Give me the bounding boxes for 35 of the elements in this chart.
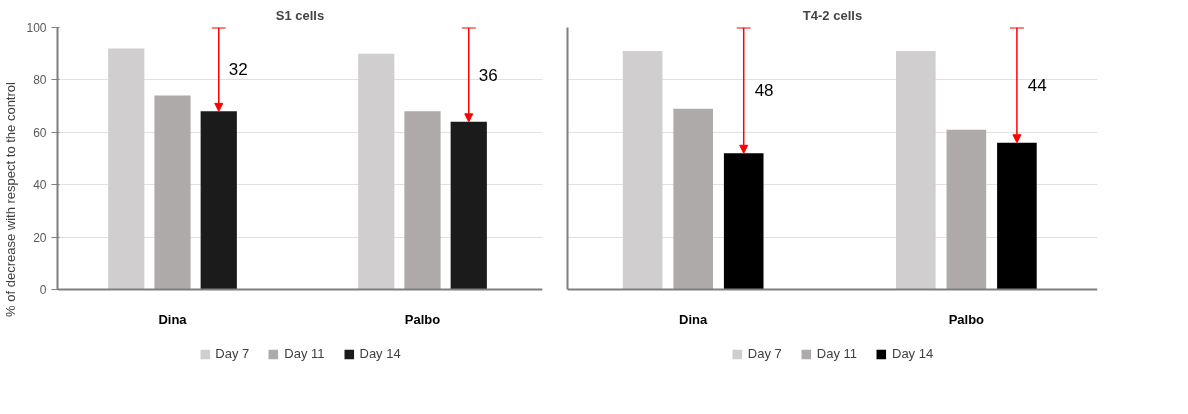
chart-title: T4-2 cells xyxy=(802,7,863,23)
y-tick-label: 0 xyxy=(39,283,47,297)
y-tick-label: 40 xyxy=(33,178,47,193)
legend-label: Day 14 xyxy=(359,346,401,361)
bar xyxy=(108,48,145,290)
x-tick-label: Palbo xyxy=(948,311,985,327)
annotation: 36 xyxy=(478,65,498,85)
bar xyxy=(946,129,987,290)
bar xyxy=(896,51,936,290)
bar xyxy=(404,111,441,290)
legend-label: Day 11 xyxy=(816,346,857,361)
chart-title: S1 cells xyxy=(275,7,325,23)
bar xyxy=(673,108,713,290)
annotation: 32 xyxy=(228,60,248,80)
legend-label: Day 7 xyxy=(747,346,782,361)
bar xyxy=(723,153,764,290)
bar xyxy=(358,53,395,290)
bar xyxy=(200,111,237,290)
y-tick-label: 20 xyxy=(33,230,47,245)
bar xyxy=(450,121,487,290)
y-tick-label: 100 xyxy=(26,21,47,35)
x-tick-label: Palbo xyxy=(404,311,441,327)
bar xyxy=(154,95,191,290)
legend-label: Day 14 xyxy=(892,346,934,361)
y-tick-label: 80 xyxy=(33,73,47,88)
bar xyxy=(622,51,663,290)
x-tick-label: Dina xyxy=(158,311,188,327)
legend-label: Day 7 xyxy=(215,346,250,361)
annotation: 44 xyxy=(1027,76,1047,96)
y-axis-title: % of decrease with respect to the control xyxy=(3,81,19,317)
legend-label: Day 11 xyxy=(284,346,325,361)
y-tick-label: 60 xyxy=(33,125,47,140)
annotation: 48 xyxy=(754,81,774,101)
x-tick-label: Dina xyxy=(679,311,709,327)
bar xyxy=(997,142,1037,290)
